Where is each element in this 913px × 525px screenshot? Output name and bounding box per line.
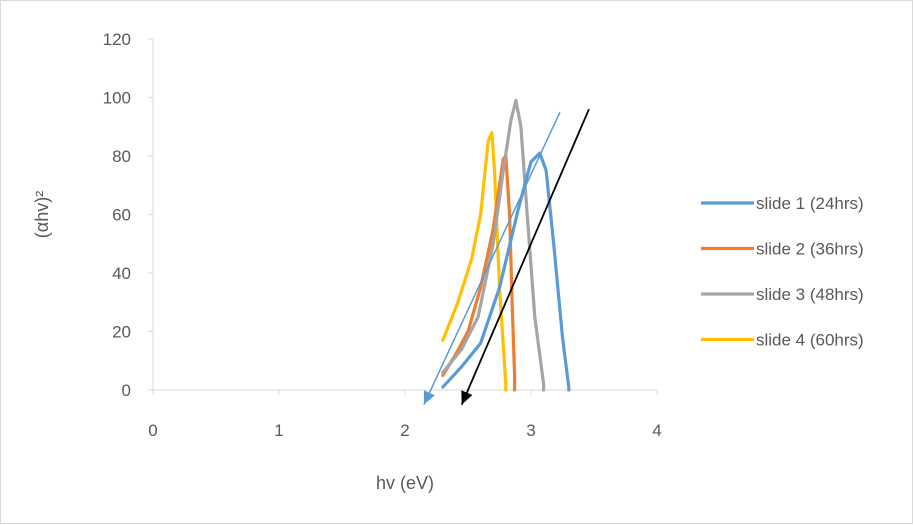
y-axis-title: (αhv)² (32, 191, 52, 238)
x-tick-label: 2 (400, 421, 409, 440)
series-line-2 (441, 154, 517, 392)
arrow-line-2 (460, 108, 590, 405)
legend: slide 1 (24hrs) slide 2 (36hrs) slide 3 (4… (701, 194, 864, 350)
x-tick-label: 4 (652, 421, 661, 440)
x-tick-label: 1 (274, 421, 283, 440)
arrow-line-1 (423, 111, 561, 405)
x-tick-label: 3 (526, 421, 535, 440)
series-line-1 (441, 151, 571, 392)
y-tick-labels: 0 20 40 60 80 100 120 (103, 30, 131, 400)
arrow-head-2 (461, 390, 473, 405)
arrow-head-1 (423, 390, 435, 405)
legend-label: slide 1 (24hrs) (756, 194, 864, 213)
y-tick-label: 40 (112, 264, 131, 283)
x-tick-marks (152, 390, 658, 395)
x-tick-labels: 0 1 2 3 4 (148, 421, 661, 440)
y-tick-label: 120 (103, 30, 131, 49)
series-lines (441, 98, 571, 392)
legend-label: slide 4 (60hrs) (756, 331, 864, 350)
legend-label: slide 2 (36hrs) (756, 240, 864, 259)
y-tick-label: 80 (112, 147, 131, 166)
y-tick-label: 0 (122, 381, 131, 400)
arrow-annotations (423, 108, 590, 405)
x-axis-title: hv (eV) (376, 473, 434, 493)
y-tick-label: 20 (112, 323, 131, 342)
series-line-3 (441, 98, 546, 392)
legend-label: slide 3 (48hrs) (756, 285, 864, 304)
y-tick-label: 60 (112, 206, 131, 225)
x-tick-label: 0 (148, 421, 157, 440)
y-tick-label: 100 (103, 89, 131, 108)
y-tick-marks (148, 38, 153, 391)
series-line-4 (441, 131, 508, 392)
